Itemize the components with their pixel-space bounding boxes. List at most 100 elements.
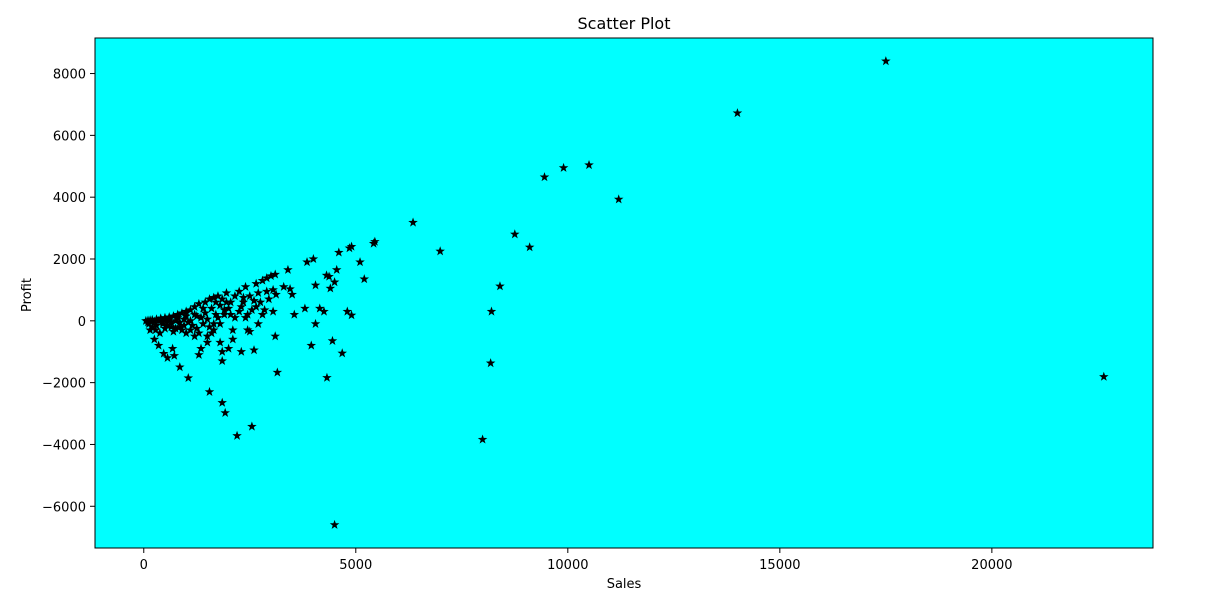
data-point	[314, 303, 325, 313]
data-point	[253, 288, 264, 298]
data-point	[359, 274, 370, 284]
y-tick-label: 4000	[53, 191, 86, 206]
data-point	[486, 306, 497, 316]
data-point	[327, 335, 338, 345]
data-point	[202, 314, 213, 324]
x-axis-title: Sales	[607, 577, 642, 592]
data-point	[368, 238, 379, 248]
data-point	[213, 291, 223, 301]
data-point	[510, 229, 520, 239]
data-point	[204, 386, 215, 396]
data-point	[331, 264, 342, 274]
data-point	[221, 288, 232, 298]
data-point	[308, 254, 319, 264]
data-point	[149, 334, 160, 344]
data-point	[539, 172, 550, 182]
data-point	[172, 312, 183, 322]
data-point	[175, 317, 185, 327]
data-point	[325, 283, 336, 293]
data-point	[204, 294, 215, 304]
data-point	[175, 362, 185, 372]
y-tick-label: −6000	[42, 500, 86, 515]
data-point	[164, 314, 174, 324]
data-point	[346, 310, 357, 320]
data-point	[185, 325, 196, 335]
data-point	[477, 434, 488, 444]
data-point	[215, 337, 225, 347]
data-point	[272, 367, 283, 377]
data-point	[259, 305, 270, 315]
y-tick-label: −4000	[42, 438, 86, 453]
data-point	[181, 306, 191, 316]
data-point	[253, 318, 264, 328]
x-tick-label: 10000	[547, 558, 588, 573]
data-point	[143, 317, 153, 327]
data-point	[302, 257, 312, 267]
data-point	[306, 340, 317, 350]
data-point	[185, 315, 196, 325]
plot-area	[95, 38, 1153, 548]
y-axis-title: Profit	[20, 278, 35, 312]
data-point	[166, 322, 177, 332]
data-point	[185, 305, 196, 315]
data-point	[217, 294, 227, 304]
data-point	[435, 246, 445, 256]
data-point	[334, 247, 344, 257]
data-point	[147, 322, 157, 332]
data-point	[200, 297, 211, 307]
data-point	[204, 322, 215, 332]
data-point	[153, 340, 164, 350]
data-points	[141, 56, 1109, 529]
x-tick-label: 0	[140, 558, 148, 573]
data-point	[249, 295, 259, 305]
data-point	[215, 318, 225, 328]
plot-frame	[94, 37, 1154, 549]
data-point	[181, 311, 191, 321]
y-tick-label: 2000	[53, 253, 86, 268]
data-point	[319, 306, 329, 316]
data-point	[217, 397, 227, 407]
data-point	[324, 271, 334, 281]
data-point	[346, 241, 357, 251]
data-point	[1099, 371, 1109, 381]
data-point	[370, 236, 380, 246]
data-point	[215, 300, 225, 310]
data-point	[342, 306, 353, 316]
data-point	[247, 421, 257, 431]
data-point	[300, 303, 310, 313]
data-point	[228, 334, 238, 344]
data-point	[732, 108, 743, 118]
data-point	[310, 280, 321, 290]
data-point	[310, 318, 321, 328]
data-point	[162, 320, 172, 330]
y-tick-label: −2000	[42, 377, 86, 392]
data-point	[242, 309, 253, 319]
data-point	[225, 297, 236, 307]
data-point	[223, 343, 234, 353]
data-point	[236, 346, 247, 356]
data-point	[217, 346, 227, 356]
data-point	[613, 194, 624, 204]
data-point	[221, 297, 232, 307]
y-axis-ticks: −6000 −4000 −2000 0 2000 4000 6000 8000	[42, 68, 95, 515]
data-point	[183, 373, 194, 383]
data-point	[202, 331, 213, 341]
data-point	[211, 309, 221, 319]
data-point	[181, 328, 191, 338]
data-point	[225, 309, 236, 319]
data-point	[194, 298, 204, 308]
data-point	[141, 315, 151, 325]
data-point	[208, 325, 219, 335]
data-point	[249, 345, 259, 355]
data-point	[485, 358, 496, 368]
data-point	[337, 348, 347, 358]
data-point	[170, 323, 181, 333]
data-point	[196, 343, 206, 353]
y-tick-label: 8000	[53, 68, 86, 83]
data-point	[158, 348, 169, 358]
data-point	[189, 309, 200, 319]
data-point	[558, 162, 569, 172]
data-point	[524, 242, 535, 252]
data-point	[211, 297, 221, 307]
data-point	[230, 291, 240, 301]
